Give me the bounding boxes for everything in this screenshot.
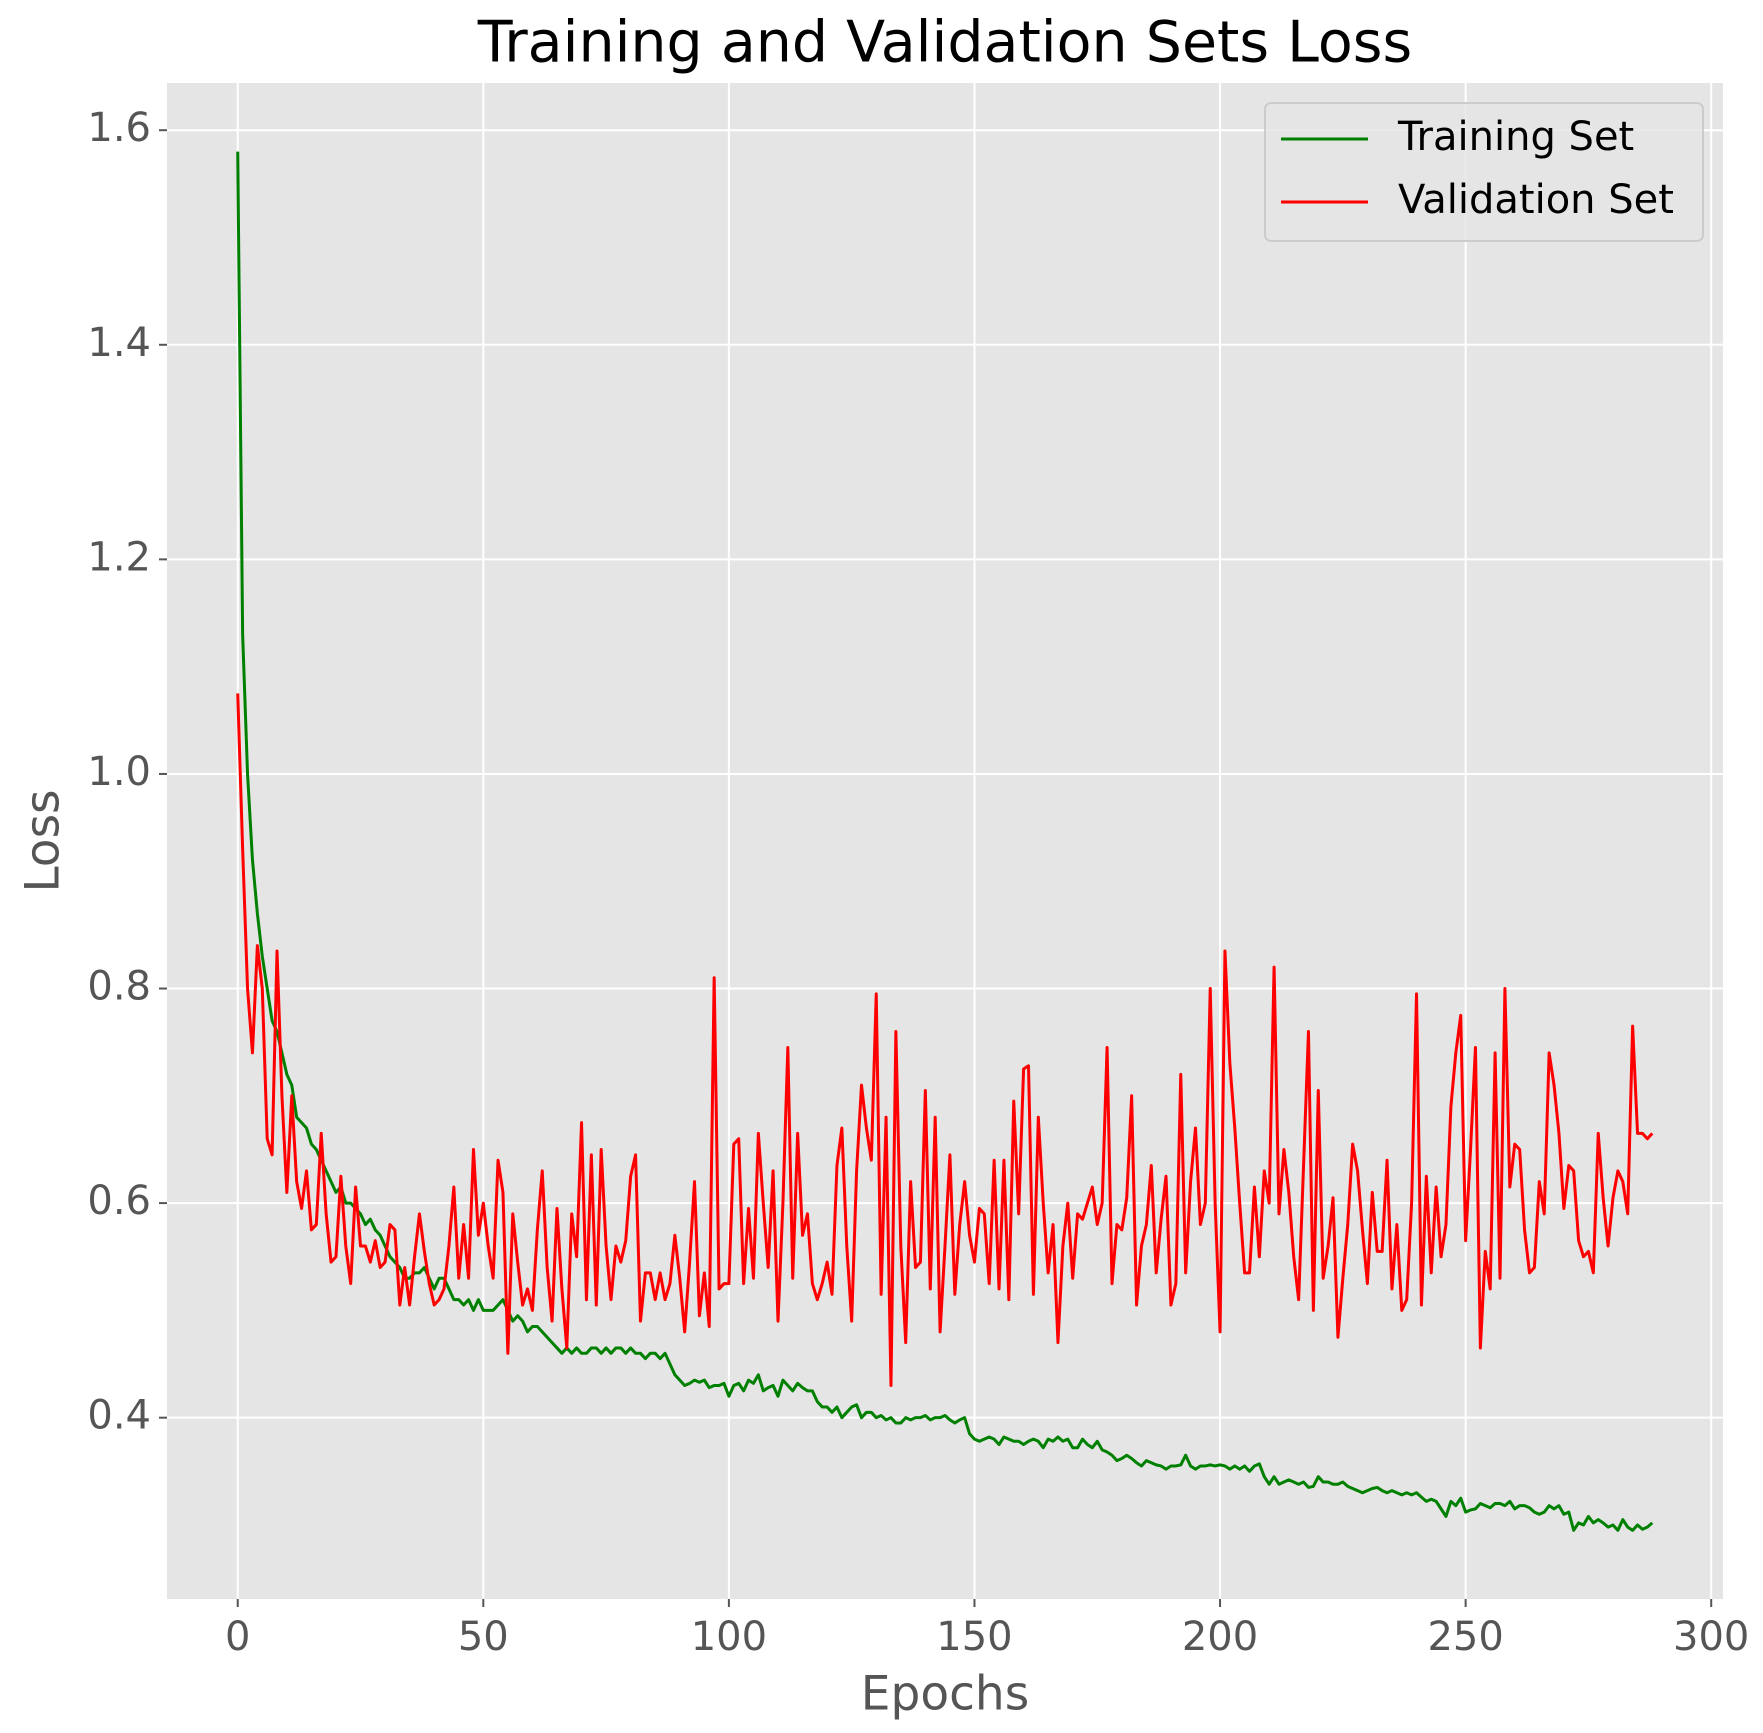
y-tick-label: 1.2 — [87, 534, 151, 580]
data-line — [236, 693, 1654, 1387]
y-tick-label: 1.0 — [87, 749, 151, 795]
x-tick-label: 300 — [1673, 1614, 1749, 1660]
legend-label: Training Set — [1397, 114, 1634, 160]
legend: Training Set Validation Set — [1264, 102, 1704, 242]
chart-title: Training and Validation Sets Loss — [477, 10, 1412, 76]
x-axis-label: Epochs — [861, 1667, 1029, 1722]
y-axis-label: Loss — [16, 789, 71, 892]
y-tick-label: 0.4 — [87, 1393, 151, 1439]
y-tick-label: 1.6 — [87, 105, 151, 151]
x-tick-label: 250 — [1427, 1614, 1503, 1660]
y-tick-label: 0.6 — [87, 1178, 151, 1224]
x-tick-label: 100 — [691, 1614, 767, 1660]
y-tick-label: 0.8 — [87, 964, 151, 1010]
x-tick-label: 0 — [225, 1614, 250, 1660]
data-line — [236, 151, 1654, 1532]
legend-box — [1264, 102, 1704, 242]
plot-background — [167, 83, 1723, 1599]
legend-label: Validation Set — [1398, 177, 1674, 223]
y-tick-label: 1.4 — [87, 320, 151, 366]
x-tick-label: 150 — [936, 1614, 1012, 1660]
x-tick-label: 50 — [458, 1614, 509, 1660]
x-tick-label: 200 — [1182, 1614, 1258, 1660]
